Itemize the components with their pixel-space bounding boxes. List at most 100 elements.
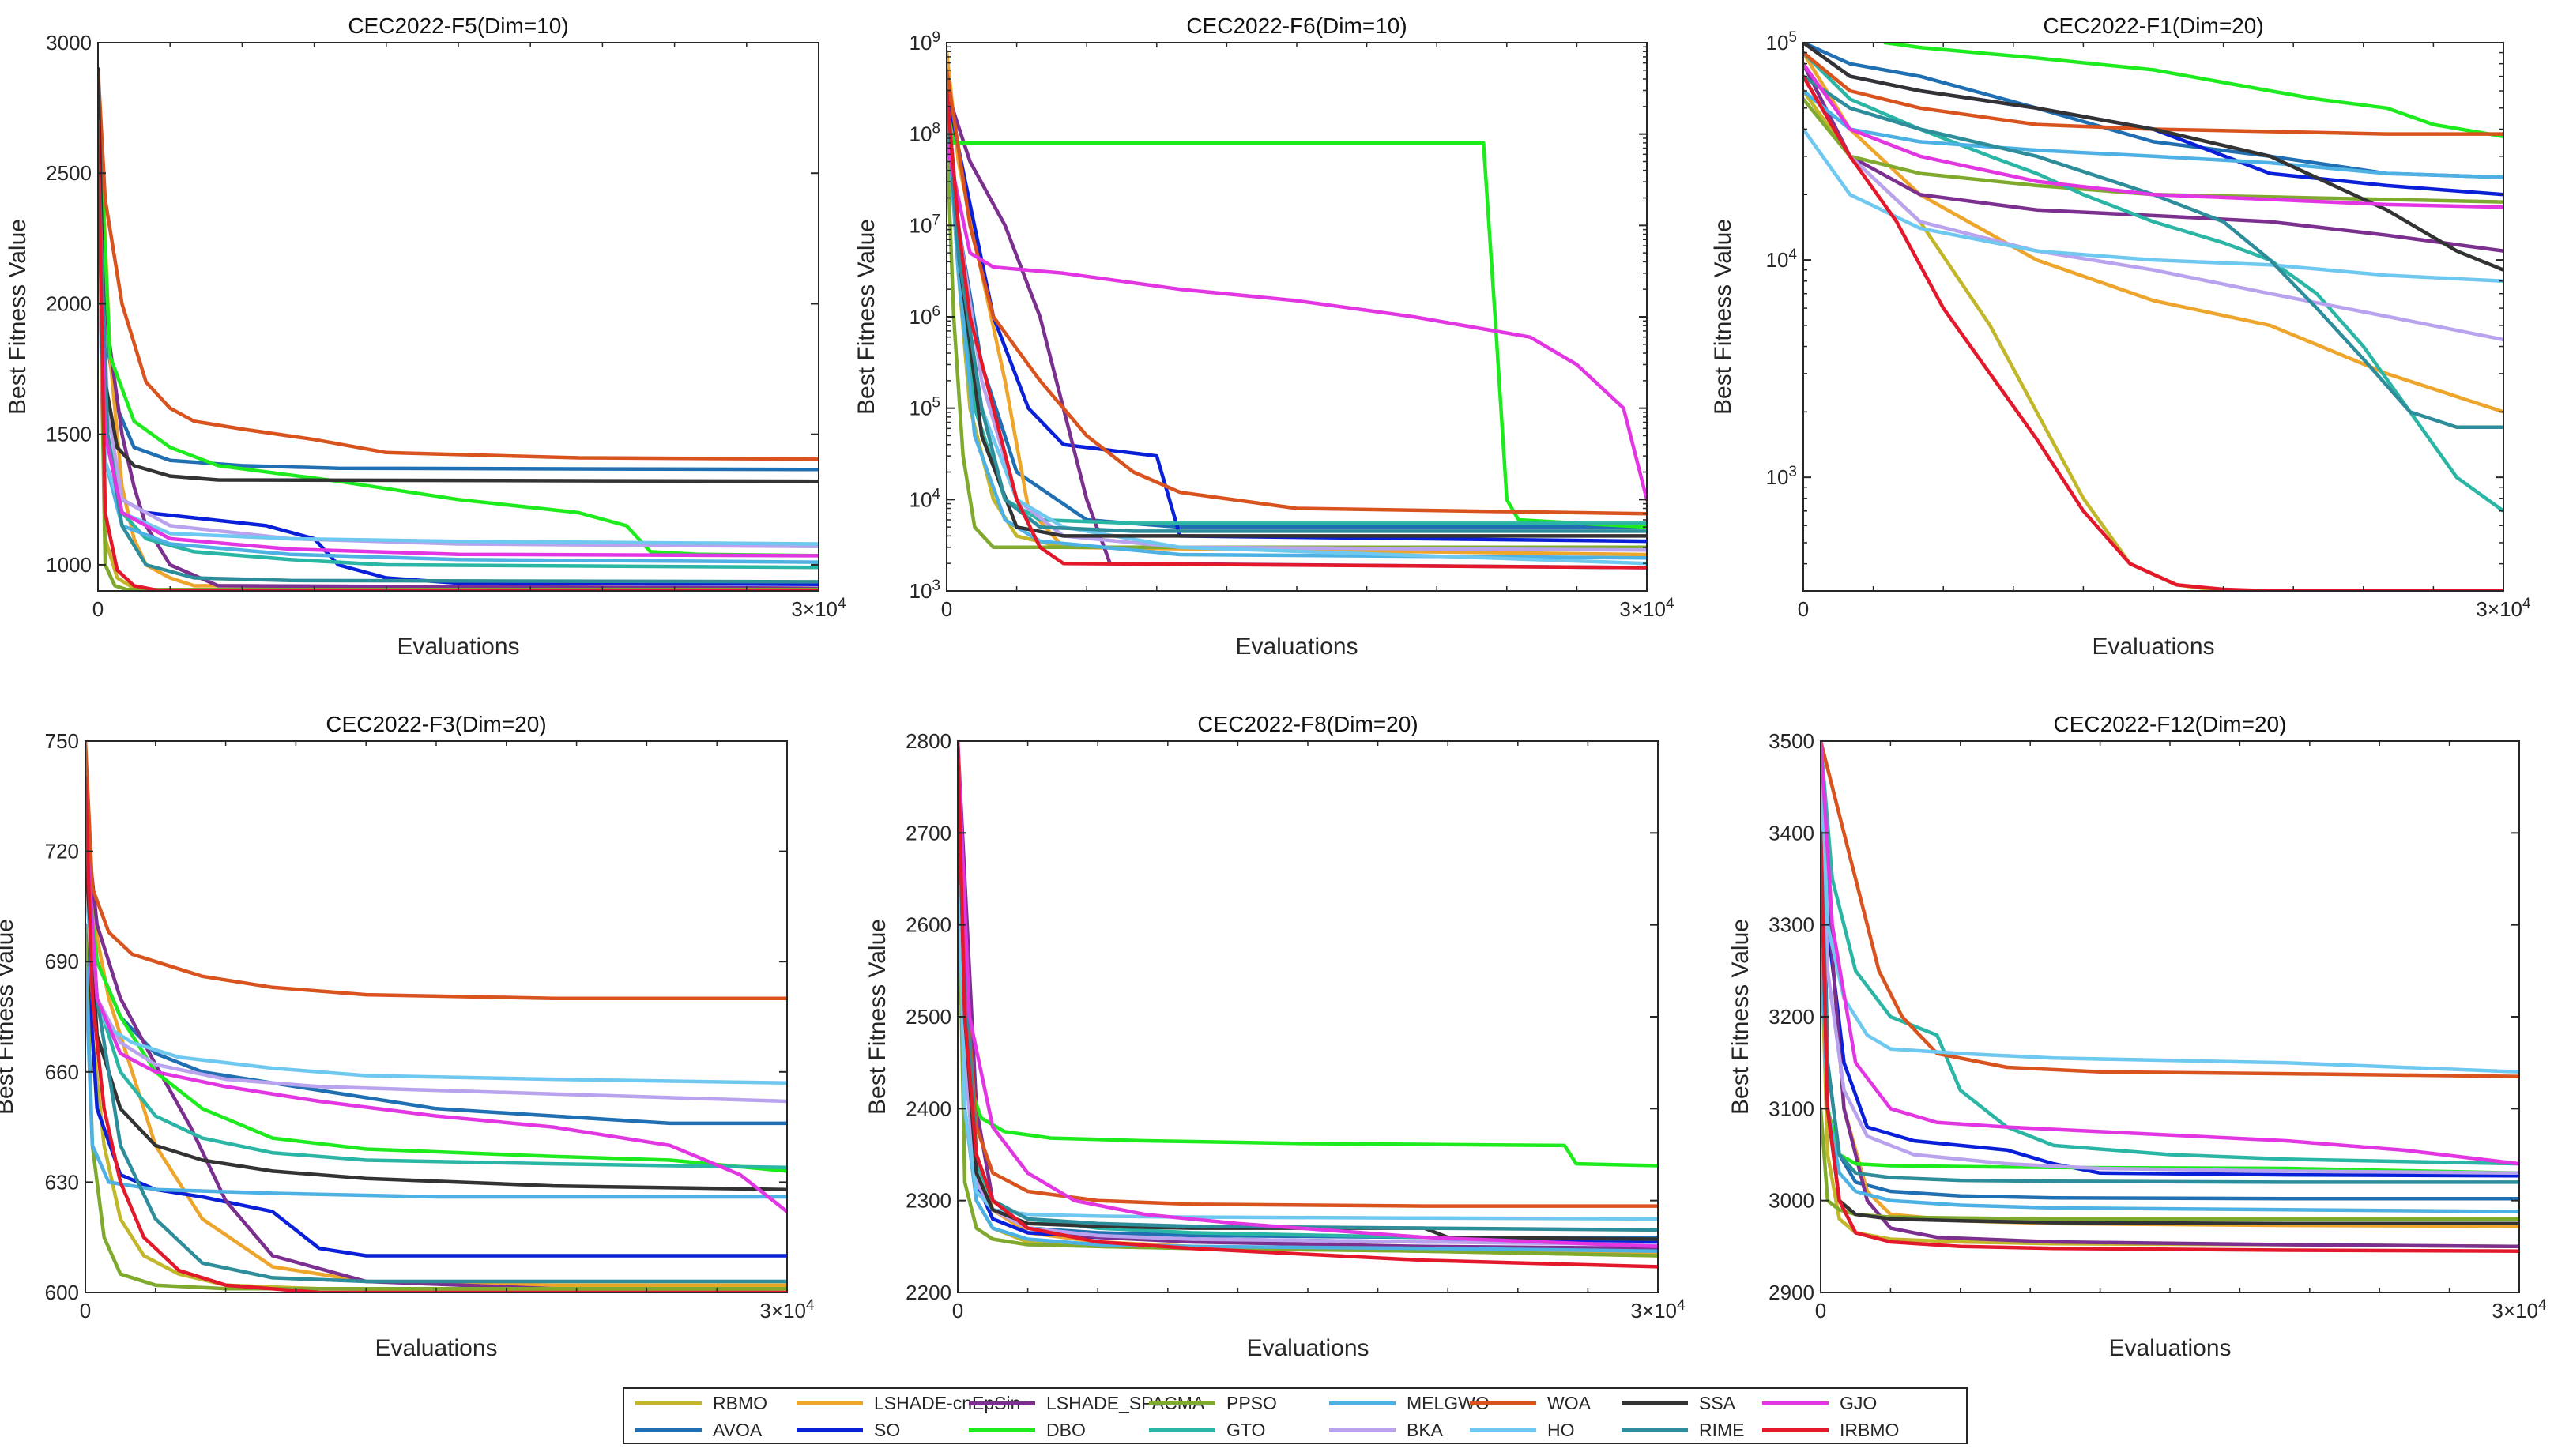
legend-label: SSA: [1699, 1392, 1736, 1413]
series-line-woa: [98, 66, 819, 461]
series-line-ho: [1803, 127, 2503, 283]
x-axis-label: Evaluations: [375, 1335, 497, 1361]
series-line-bka: [85, 886, 787, 1104]
series-line-dbo: [1883, 43, 2503, 139]
y-axis-label: Best Fitness Value: [0, 919, 18, 1115]
x-axis-label: Evaluations: [1235, 634, 1358, 660]
series-line-rime: [1821, 831, 2519, 1184]
plot-area: [98, 43, 819, 591]
series-line-rime: [1803, 74, 2503, 430]
series-group: [1821, 741, 2519, 1253]
chart-title: CEC2022-F8(Dim=20): [1197, 712, 1418, 736]
x-tick-label: 0: [1815, 1299, 1826, 1322]
y-tick-label: 104: [1766, 246, 1798, 273]
legend-label: IRBMO: [1840, 1419, 1900, 1440]
y-tick-label: 106: [910, 303, 941, 329]
legend-swatch: [1470, 1401, 1536, 1405]
legend-item-so: SO: [797, 1416, 900, 1443]
y-axis-label: Best Fitness Value: [1727, 919, 1754, 1115]
legend-swatch: [1622, 1428, 1688, 1432]
y-tick-label: 750: [45, 729, 79, 753]
series-line-ssa: [1803, 43, 2503, 272]
x-tick-label: 0: [92, 597, 104, 621]
series-line-irbmo: [947, 88, 1647, 570]
y-tick-label: 690: [45, 950, 79, 973]
legend-label: RIME: [1699, 1419, 1745, 1440]
series-line-irbmo: [85, 776, 787, 1292]
y-tick-label: 109: [910, 29, 941, 55]
series-line-ppso: [1803, 97, 2503, 204]
legend-label: AVOA: [713, 1419, 763, 1440]
legend-swatch: [1762, 1401, 1829, 1405]
series-line-ho: [1821, 741, 2519, 1074]
chart-panel-6: 2900 3000 3100 3200 3300 3400 3500 0 3×104 CEC202…: [1727, 712, 2547, 1361]
y-tick-label: 105: [910, 394, 941, 420]
series-line-woa: [1821, 741, 2519, 1078]
y-axis-label: Best Fitness Value: [1710, 219, 1736, 415]
legend-swatch: [635, 1401, 702, 1405]
x-axis-label: Evaluations: [2108, 1335, 2231, 1361]
legend-item-gjo: GJO: [1762, 1390, 1877, 1416]
y-tick-label: 108: [910, 120, 941, 146]
x-tick-label: 0: [80, 1299, 91, 1322]
legend-swatch: [1149, 1401, 1215, 1405]
series-line-bka: [1821, 741, 2519, 1176]
chart-panel-4: 600 630 660 690 720 750 0 3×104 CEC2022-F3(Dim=2…: [0, 712, 815, 1361]
chart-title: CEC2022-F3(Dim=20): [326, 712, 546, 736]
series-line-so: [85, 923, 787, 1258]
legend-item-woa: WOA: [1470, 1390, 1591, 1416]
legend-label: BKA: [1407, 1419, 1444, 1440]
series-line-melgwo: [1803, 88, 2503, 179]
y-tick-label: 2500: [906, 1005, 951, 1029]
y-tick-label: 3400: [1769, 821, 1814, 845]
series-line-dbo: [98, 92, 819, 558]
series-line-ssa: [85, 849, 787, 1191]
legend-item-melgwo: MELGWO: [1329, 1390, 1490, 1416]
y-tick-label: 1000: [46, 553, 92, 577]
y-tick-label: 3300: [1769, 913, 1814, 937]
legend-label: HO: [1547, 1419, 1575, 1440]
y-tick-label: 3000: [1769, 1189, 1814, 1213]
y-tick-label: 720: [45, 840, 79, 863]
legend-swatch: [635, 1428, 702, 1432]
legend-swatch: [1622, 1401, 1688, 1405]
legend-item-bka: BKA: [1329, 1416, 1443, 1443]
legend-item-dbo: DBO: [969, 1416, 1086, 1443]
series-line-irbmo: [1803, 74, 2503, 591]
series-line-woa: [1803, 51, 2503, 136]
series-line-woa: [85, 741, 787, 1000]
legend-swatch: [1329, 1401, 1396, 1405]
legend-item-ssa: SSA: [1622, 1390, 1735, 1416]
legend-swatch: [1149, 1428, 1215, 1432]
plot-area: [947, 43, 1647, 591]
y-tick-label: 103: [910, 578, 941, 604]
chart-title: CEC2022-F12(Dim=20): [2054, 712, 2287, 736]
y-tick-label: 3100: [1769, 1097, 1814, 1120]
y-tick-label: 2300: [906, 1189, 951, 1213]
chart-title: CEC2022-F5(Dim=10): [348, 13, 568, 38]
y-tick-label: 600: [45, 1281, 79, 1304]
series-line-melgwo: [85, 959, 787, 1199]
x-axis-label: Evaluations: [2092, 634, 2214, 660]
y-tick-label: 2900: [1769, 1281, 1814, 1304]
legend-label: PPSO: [1226, 1392, 1277, 1413]
legend-item-rbmo: RBMO: [635, 1390, 767, 1416]
x-tick-label: 0: [952, 1299, 963, 1322]
series-line-lshade_spacma: [1803, 62, 2503, 253]
series-line-rime: [98, 145, 819, 584]
plot-area: [85, 741, 787, 1292]
legend-item-gto: GTO: [1149, 1416, 1265, 1443]
legend-swatch: [969, 1401, 1035, 1405]
y-tick-label: 3200: [1769, 1005, 1814, 1029]
series-line-lshade_spacma: [947, 88, 1647, 570]
chart-panel-2: 103 104 105 106 107 108 109 0 3×104 CEC2022-F6(Di…: [853, 13, 1674, 660]
plot-area: [958, 741, 1658, 1292]
legend-swatch: [1762, 1428, 1829, 1432]
chart-title: CEC2022-F6(Dim=10): [1186, 13, 1407, 38]
series-line-gjo: [947, 141, 1647, 502]
legend-item-rime: RIME: [1622, 1416, 1745, 1443]
legend-label: SO: [874, 1419, 901, 1440]
series-line-dbo: [85, 849, 787, 1173]
legend-swatch: [797, 1428, 863, 1432]
